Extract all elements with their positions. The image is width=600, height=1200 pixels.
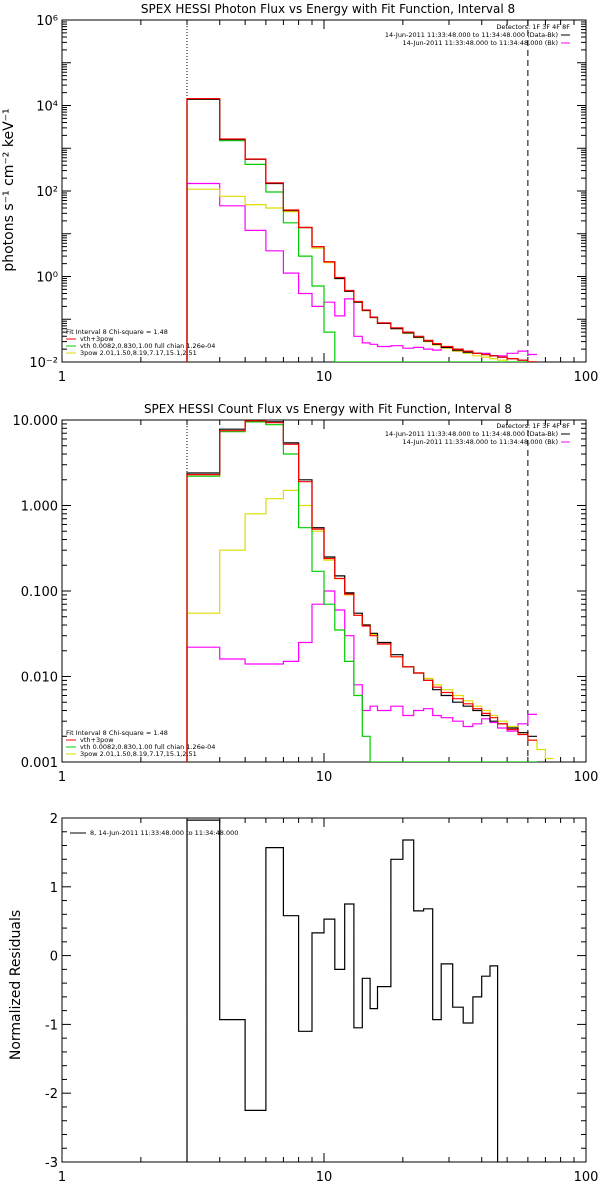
y-tick-label: 0 (50, 950, 58, 965)
photon-legend-data-bk: 14-Jun-2011 11:33:48.000 to 11:34:48.000… (385, 31, 558, 39)
count-legend-fit-interval: Fit Interval 8 Chi-square = 1.48 (66, 729, 168, 737)
y-tick-label: -1 (45, 1018, 58, 1033)
residuals-legend-label: 8, 14-Jun-2011 11:33:48.000 to 11:34:48.… (90, 829, 238, 837)
series-total-line (186, 420, 537, 762)
series-total-line (186, 98, 537, 362)
x-tick-label: 1 (58, 370, 66, 385)
photon-y-axis-label: photons s⁻¹ cm⁻² keV⁻¹ (1, 108, 17, 271)
y-tick-label: 10⁶ (36, 14, 58, 29)
x-tick-label: 100 (574, 770, 599, 785)
photon-legend-total: vth+3pow (80, 335, 114, 343)
series-data-line (186, 819, 499, 1162)
series-thermal-line (186, 421, 537, 762)
y-tick-label: 10² (36, 185, 58, 200)
count-panel-title: SPEX HESSI Count Flux vs Energy with Fit… (144, 402, 512, 416)
y-tick-label: 1.000 (21, 500, 58, 515)
x-tick-label: 10 (316, 370, 333, 385)
x-tick-label: 1 (58, 1170, 66, 1185)
residuals-y-axis-label: Normalized Residuals (8, 910, 24, 1060)
count-legend-detectors: Detectors: 1F 3F 4F 8F (496, 422, 570, 430)
y-tick-label: 0.001 (21, 756, 58, 771)
y-tick-label: 10⁻² (29, 356, 58, 371)
residuals-plot-area: 1 10 100 -3 -2 -1 0 1 2 (45, 812, 598, 1185)
y-tick-label: 2 (50, 812, 58, 827)
x-tick-label: 1 (58, 770, 66, 785)
photon-panel-title: SPEX HESSI Photon Flux vs Energy with Fi… (141, 2, 515, 16)
plot-frame (61, 817, 587, 1163)
y-tick-label: 10⁰ (36, 271, 58, 286)
photon-legend-bottom-left: Fit Interval 8 Chi-square = 1.48 vth+3po… (66, 328, 215, 357)
count-legend-top-right: Detectors: 1F 3F 4F 8F 14-Jun-2011 11:33… (385, 422, 570, 446)
residuals-panel: Normalized Residuals 1 10 100 -3 -2 -1 0 1 2 8, … (8, 812, 598, 1185)
photon-legend-detectors: Detectors: 1F 3F 4F 8F (496, 23, 570, 31)
count-legend-power: 3pow 2.01,1.50,8.19,7.17,15.1,2.51 (80, 750, 197, 758)
photon-legend-top-right: Detectors: 1F 3F 4F 8F 14-Jun-2011 11:33… (385, 23, 570, 47)
residuals-legend: 8, 14-Jun-2011 11:33:48.000 to 11:34:48.… (70, 829, 238, 837)
x-tick-label: 10 (316, 770, 333, 785)
x-tick-label: 100 (574, 370, 599, 385)
y-tick-label: 10.000 (13, 414, 59, 429)
count-legend-bk: 14-Jun-2011 11:33:48.000 to 11:34:48.000… (403, 438, 558, 446)
count-legend-total: vth+3pow (80, 736, 114, 744)
photon-flux-panel: SPEX HESSI Photon Flux vs Energy with Fi… (1, 2, 598, 385)
photon-legend-power: 3pow 2.01,1.50,8.19,7.17,15.1,2.51 (80, 349, 197, 357)
y-tick-label: 0.100 (21, 585, 58, 600)
photon-legend-fit-interval: Fit Interval 8 Chi-square = 1.48 (66, 328, 168, 336)
x-tick-label: 10 (316, 1170, 333, 1185)
count-legend-thermal: vth 0.0082,0.830,1.00 full chian 1.26e-0… (80, 743, 215, 751)
count-plot-area: 1 10 100 0.001 0.010 0.100 1.000 10.000 (13, 414, 599, 785)
y-tick-label: -3 (45, 1156, 58, 1171)
y-tick-label: -2 (45, 1087, 58, 1102)
photon-plot-area: 1 10 100 10⁻² 10⁰ 10² 10⁴ 10⁶ (29, 14, 598, 385)
photon-legend-bk: 14-Jun-2011 11:33:48.000 to 11:34:48.000… (403, 39, 558, 47)
y-tick-label: 1 (50, 881, 58, 896)
count-legend-bottom-left: Fit Interval 8 Chi-square = 1.48 vth+3po… (66, 729, 215, 758)
count-flux-panel: SPEX HESSI Count Flux vs Energy with Fit… (13, 402, 599, 785)
count-legend-data-bk: 14-Jun-2011 11:33:48.000 to 11:34:48.000… (385, 430, 558, 438)
photon-legend-thermal: vth 0.0082,0.830,1.00 full chian 1.26e-0… (80, 342, 215, 350)
series-background-line (186, 182, 537, 362)
y-tick-label: 0.010 (21, 671, 58, 686)
y-tick-label: 10⁴ (36, 100, 58, 115)
x-tick-label: 100 (574, 1170, 599, 1185)
